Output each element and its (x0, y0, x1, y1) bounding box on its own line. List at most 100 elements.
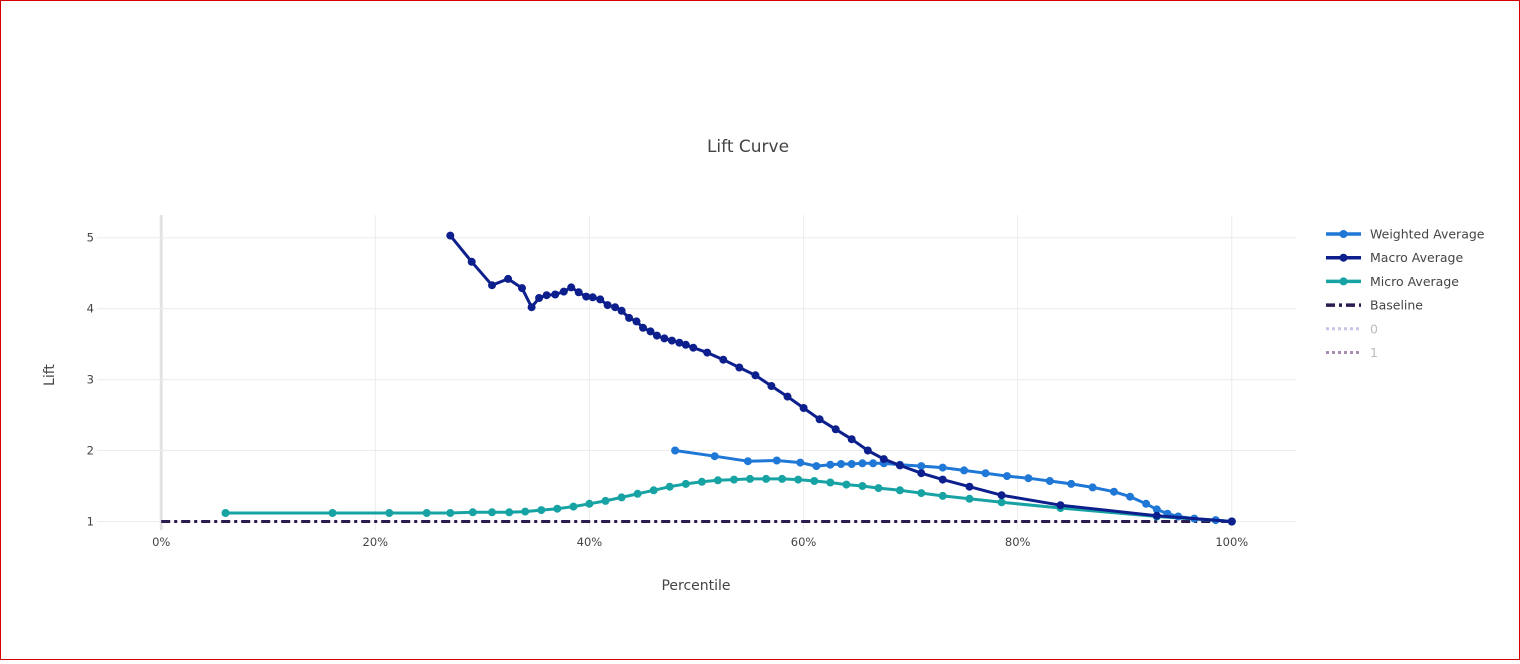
data-point-macro-average (831, 425, 840, 434)
data-point-macro-average (652, 331, 661, 340)
series-line-weighted-average (673, 449, 1234, 523)
legend-item-1[interactable]: 1 (1326, 345, 1378, 360)
data-point-macro-average (446, 231, 455, 240)
data-point-macro-average (660, 334, 669, 343)
data-point-weighted-average (671, 446, 680, 455)
data-point-macro-average (703, 348, 712, 357)
data-point-micro-average (697, 477, 706, 486)
data-point-weighted-average (858, 459, 867, 468)
series-macro-average (446, 231, 1236, 526)
data-point-weighted-average (1142, 499, 1151, 508)
x-tick-label: 100% (1215, 535, 1248, 549)
data-point-macro-average (603, 301, 612, 310)
data-point-micro-average (895, 486, 904, 495)
data-point-weighted-average (1045, 477, 1054, 485)
series-weighted-average (671, 446, 1236, 526)
data-point-micro-average (521, 507, 530, 516)
data-point-micro-average (422, 509, 431, 517)
legend-marker (1339, 230, 1348, 238)
data-point-macro-average (1227, 517, 1236, 526)
data-point-macro-average (488, 281, 496, 290)
data-point-micro-average (505, 508, 514, 517)
data-point-micro-average (681, 479, 690, 488)
data-point-macro-average (719, 355, 728, 364)
data-point-weighted-average (796, 458, 805, 467)
data-point-micro-average (713, 476, 722, 485)
data-point-micro-average (778, 474, 787, 483)
data-point-weighted-average (1152, 505, 1161, 514)
legend-item-micro-average[interactable]: Micro Average (1326, 274, 1459, 289)
chart-title: Lift Curve (707, 137, 789, 157)
data-point-weighted-average (1003, 472, 1011, 481)
data-point-macro-average (617, 306, 626, 315)
data-point-macro-average (559, 287, 568, 296)
data-point-micro-average (537, 506, 546, 515)
data-point-micro-average (328, 509, 337, 517)
data-point-micro-average (617, 493, 626, 502)
data-point-macro-average (504, 274, 513, 283)
legend-item-baseline[interactable]: Baseline (1326, 298, 1423, 313)
data-point-weighted-average (826, 460, 835, 469)
data-point-weighted-average (917, 462, 926, 471)
data-point-macro-average (632, 317, 641, 326)
data-point-macro-average (535, 294, 544, 302)
data-point-micro-average (553, 504, 562, 513)
data-point-macro-average (639, 323, 647, 332)
series-layer (161, 231, 1236, 526)
data-point-macro-average (799, 404, 808, 412)
data-point-micro-average (917, 489, 926, 498)
legend-item-macro-average[interactable]: Macro Average (1326, 250, 1463, 265)
data-point-macro-average (1056, 501, 1065, 510)
data-point-micro-average (601, 496, 610, 505)
data-point-weighted-average (981, 469, 990, 478)
data-point-micro-average (385, 509, 394, 517)
data-point-weighted-average (1110, 487, 1118, 496)
x-tick-label: 0% (152, 535, 170, 549)
data-point-weighted-average (960, 466, 969, 475)
data-point-weighted-average (938, 463, 947, 472)
data-point-macro-average (574, 288, 583, 297)
legend-item-weighted-average[interactable]: Weighted Average (1326, 227, 1485, 242)
legend-label: Baseline (1370, 298, 1423, 313)
data-point-micro-average (762, 474, 771, 483)
data-point-macro-average (527, 303, 536, 312)
axis-layer: 0% 20% 40% 60% 80% 100% 1 2 3 4 5 (87, 231, 1249, 549)
data-point-macro-average (646, 327, 655, 336)
data-point-macro-average (1152, 511, 1161, 520)
data-point-micro-average (810, 477, 819, 485)
data-point-macro-average (667, 336, 676, 345)
data-point-macro-average (895, 461, 904, 470)
data-point-weighted-average (710, 452, 719, 461)
data-point-micro-average (585, 499, 594, 508)
data-point-micro-average (649, 486, 658, 495)
data-point-macro-average (938, 475, 947, 484)
data-point-micro-average (665, 482, 674, 491)
data-point-micro-average (997, 498, 1006, 507)
legend-label: 0 (1370, 321, 1378, 336)
legend-marker (1339, 277, 1348, 286)
legend-label: 1 (1370, 345, 1378, 360)
data-point-macro-average (542, 291, 551, 300)
data-point-micro-average (794, 475, 803, 484)
y-tick-label: 1 (87, 514, 94, 528)
data-point-macro-average (596, 295, 605, 304)
legend-marker (1339, 253, 1348, 262)
data-point-macro-average (965, 482, 974, 491)
data-point-micro-average (633, 489, 642, 498)
data-point-weighted-average (743, 457, 752, 466)
data-point-micro-average (938, 491, 947, 500)
data-point-micro-average (446, 509, 455, 517)
data-point-micro-average (221, 509, 230, 517)
y-tick-label: 2 (87, 444, 94, 458)
data-point-macro-average (675, 338, 684, 347)
data-point-macro-average (689, 343, 698, 352)
data-point-macro-average (815, 415, 824, 424)
legend-item-0[interactable]: 0 (1326, 321, 1378, 336)
data-point-macro-average (735, 363, 744, 372)
data-point-weighted-average (772, 456, 781, 465)
data-point-micro-average (730, 475, 738, 484)
data-point-micro-average (842, 480, 851, 489)
data-point-weighted-average (869, 459, 878, 468)
